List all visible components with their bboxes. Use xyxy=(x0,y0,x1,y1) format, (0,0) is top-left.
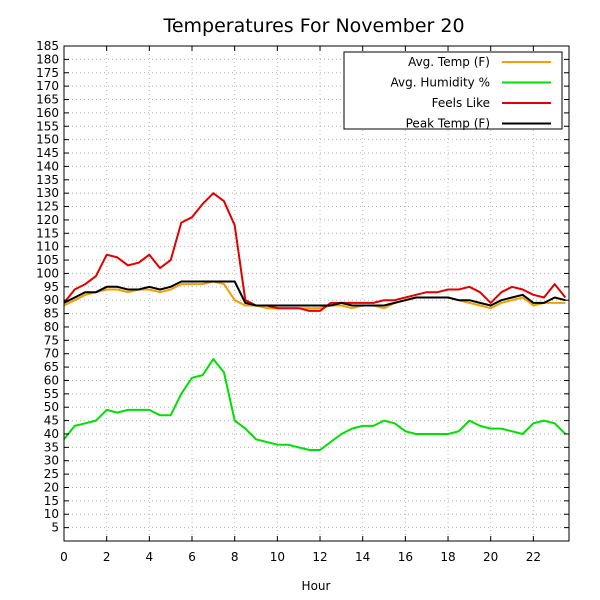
legend-label: Avg. Temp (F) xyxy=(408,55,490,69)
series-line-feels-like xyxy=(63,192,567,312)
chart-title: Temperatures For November 20 xyxy=(162,15,464,37)
x-tick-label: 14 xyxy=(355,550,370,564)
y-tick-label: 95 xyxy=(44,280,59,294)
x-tick-label: 10 xyxy=(270,550,285,564)
y-tick-label: 170 xyxy=(36,79,59,93)
y-tick-label: 100 xyxy=(36,266,59,280)
y-tick-label: 55 xyxy=(44,387,59,401)
y-tick-label: 65 xyxy=(44,360,59,374)
series-line-peak-temp-f xyxy=(63,280,566,307)
x-tick-label: 18 xyxy=(440,550,455,564)
x-tick-label: 8 xyxy=(231,550,239,564)
y-tick-label: 20 xyxy=(44,480,59,494)
series-lines xyxy=(63,192,567,451)
plot-frame xyxy=(63,45,570,542)
x-tick-label: 6 xyxy=(188,550,196,564)
y-tick-label: 75 xyxy=(44,333,59,347)
y-tick-label: 45 xyxy=(44,414,59,428)
x-tick-label: 0 xyxy=(60,550,68,564)
series-line-avg-humidity xyxy=(63,358,567,451)
legend-label: Avg. Humidity % xyxy=(391,76,490,90)
x-tick-label: 4 xyxy=(146,550,154,564)
y-tick-label: 85 xyxy=(44,307,59,321)
y-tick-label: 10 xyxy=(44,507,59,521)
x-tick-label: 2 xyxy=(103,550,111,564)
y-tick-label: 80 xyxy=(44,320,59,334)
y-tick-label: 110 xyxy=(36,240,59,254)
y-tick-label: 105 xyxy=(36,253,59,267)
y-tick-label: 175 xyxy=(36,66,59,80)
y-tick-label: 185 xyxy=(36,39,59,53)
legend-label: Feels Like xyxy=(432,96,490,110)
x-tick-label: 22 xyxy=(526,550,541,564)
y-tick-label: 165 xyxy=(36,93,59,107)
y-tick-label: 115 xyxy=(36,226,59,240)
y-tick-label: 50 xyxy=(44,400,59,414)
y-tick-label: 140 xyxy=(36,159,59,173)
series-line-avg-temp-f xyxy=(63,280,566,310)
x-axis-label: Hour xyxy=(302,579,331,593)
y-tick-label: 5 xyxy=(51,521,59,535)
legend-label: Peak Temp (F) xyxy=(406,117,490,131)
y-tick-label: 15 xyxy=(44,494,59,508)
y-tick-label: 145 xyxy=(36,146,59,160)
y-tick-label: 40 xyxy=(44,427,59,441)
y-tick-label: 130 xyxy=(36,186,59,200)
axis-ticks: 5101520253035404550556065707580859095100… xyxy=(36,39,569,564)
y-tick-label: 60 xyxy=(44,373,59,387)
x-tick-label: 12 xyxy=(312,550,327,564)
y-tick-label: 120 xyxy=(36,213,59,227)
y-tick-label: 25 xyxy=(44,467,59,481)
y-tick-label: 160 xyxy=(36,106,59,120)
y-tick-label: 35 xyxy=(44,440,59,454)
y-tick-label: 30 xyxy=(44,454,59,468)
y-tick-label: 70 xyxy=(44,347,59,361)
legend: Avg. Temp (F) Avg. Humidity % Feels Like Pe… xyxy=(343,51,563,131)
y-tick-label: 135 xyxy=(36,173,59,187)
x-tick-label: 20 xyxy=(483,550,498,564)
y-tick-label: 155 xyxy=(36,119,59,133)
y-tick-label: 150 xyxy=(36,133,59,147)
legend-box xyxy=(343,51,563,130)
y-tick-label: 90 xyxy=(44,293,59,307)
y-tick-label: 125 xyxy=(36,200,59,214)
x-tick-label: 16 xyxy=(398,550,413,564)
y-tick-label: 180 xyxy=(36,52,59,66)
